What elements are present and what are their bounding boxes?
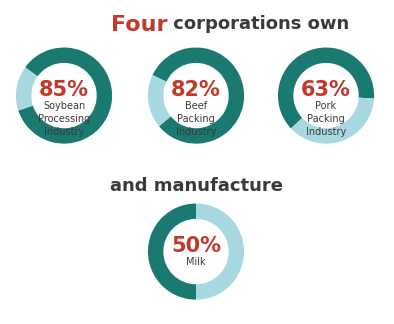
Wedge shape — [148, 75, 171, 126]
Text: Milk: Milk — [186, 257, 206, 267]
Wedge shape — [152, 48, 244, 144]
Text: 85%: 85% — [39, 80, 89, 100]
Wedge shape — [18, 48, 112, 144]
Wedge shape — [278, 48, 374, 129]
Text: Four: Four — [111, 15, 167, 35]
Text: 50%: 50% — [171, 236, 221, 256]
Text: Soybean
Processing
Industry: Soybean Processing Industry — [38, 101, 90, 137]
Text: corporations own: corporations own — [167, 15, 350, 33]
Text: 82%: 82% — [171, 80, 221, 100]
Wedge shape — [148, 203, 196, 300]
Text: Beef
Packing
Industry: Beef Packing Industry — [176, 101, 216, 137]
Text: and manufacture: and manufacture — [110, 177, 284, 195]
Text: Pork
Packing
Industry: Pork Packing Industry — [306, 101, 346, 137]
Wedge shape — [16, 67, 37, 110]
Wedge shape — [196, 203, 244, 300]
Wedge shape — [291, 98, 374, 144]
Text: 63%: 63% — [301, 80, 351, 100]
